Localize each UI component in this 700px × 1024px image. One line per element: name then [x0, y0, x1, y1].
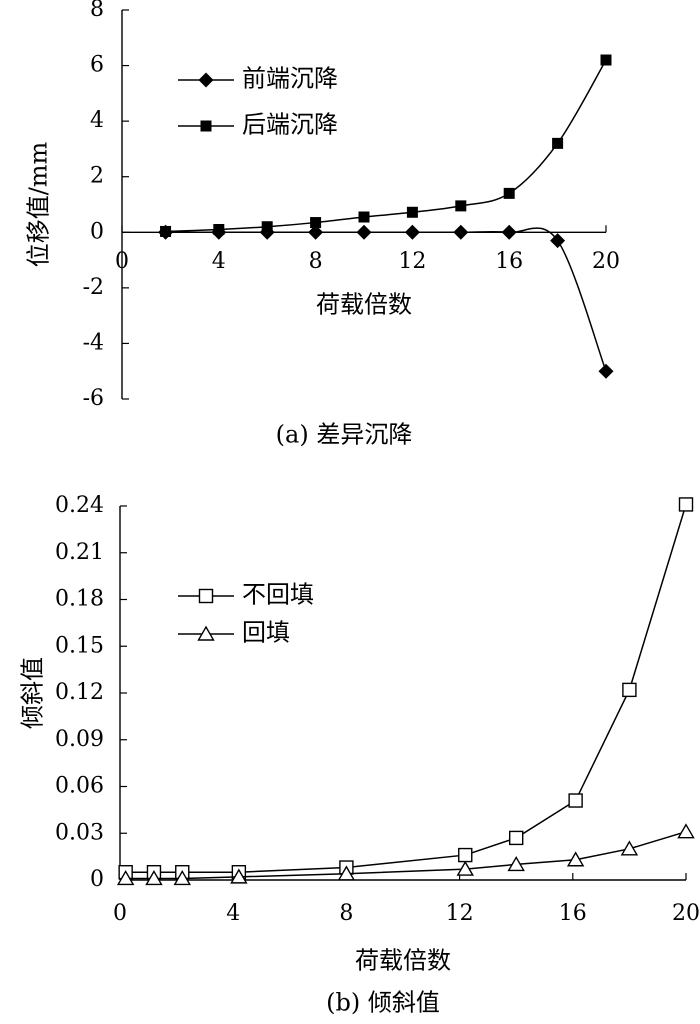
y-tick-label: 8: [90, 0, 104, 22]
chart-b-tilt-value: 0 0.03 0.06 0.09 0.12 0.15 0.18 0.21 0.24 0 4 8 12 16…: [19, 493, 700, 1017]
data-point: [566, 851, 585, 867]
legend-label: 回填: [242, 619, 290, 647]
data-point: [261, 221, 273, 233]
data-point: [455, 200, 467, 212]
chart-caption: (b) 倾斜值: [326, 989, 440, 1017]
y-tick-label: 6: [90, 53, 104, 78]
x-tick-label: 4: [226, 901, 240, 926]
x-tick-label: 20: [592, 249, 620, 274]
legend-marker: [197, 625, 215, 641]
data-point: [453, 224, 469, 240]
series-line: [165, 227, 607, 372]
y-tick-label: -6: [83, 386, 104, 411]
x-tick-label: 12: [446, 901, 474, 926]
chart-caption: (a) 差异沉降: [276, 421, 413, 449]
legend-marker: [198, 588, 214, 604]
y-tick-label: 0.06: [55, 774, 104, 799]
y-axis-label: 倾斜值: [19, 657, 47, 729]
x-tick-label: 16: [495, 249, 523, 274]
y-tick-label: -2: [83, 275, 104, 300]
data-point: [568, 793, 583, 808]
data-point: [406, 206, 418, 218]
data-point: [337, 865, 356, 881]
x-tick-label: 20: [672, 901, 700, 926]
x-tick-label: 8: [339, 901, 353, 926]
data-point: [213, 224, 225, 236]
y-tick-label: -4: [83, 330, 104, 355]
x-tick-label: 16: [559, 901, 587, 926]
legend-label: 不回填: [242, 581, 314, 609]
data-point: [358, 211, 370, 223]
chart-a-differential-settlement: -6 -4 -2 0 2 4 6 8 0 4 8 12 16 20 荷载倍数 位移值/mm (a) 差异沉降 前端…: [25, 0, 621, 449]
data-point: [620, 840, 639, 856]
series-1: [118, 497, 694, 880]
y-tick-label: 0.24: [55, 493, 104, 518]
data-point: [356, 224, 372, 240]
data-point: [622, 682, 637, 698]
data-point: [116, 870, 135, 886]
y-tick-label: 0.09: [55, 727, 104, 752]
y-tick-label: 4: [90, 108, 104, 133]
legend-marker: [200, 120, 212, 132]
y-tick-label: 0.21: [55, 540, 104, 565]
series-line: [165, 59, 607, 233]
data-point: [600, 54, 612, 66]
series-line: [125, 830, 687, 880]
x-tick-label: 0: [113, 901, 127, 926]
data-point: [509, 830, 524, 846]
y-axis-label: 位移值/mm: [25, 141, 53, 267]
data-point: [173, 870, 191, 886]
data-point: [310, 217, 322, 229]
data-point: [230, 868, 248, 884]
y-tick-label: 0: [90, 219, 104, 244]
series-line: [125, 504, 687, 873]
legend-label: 后端沉降: [242, 111, 338, 139]
x-tick-label: 4: [212, 249, 226, 274]
x-tick-label: 8: [309, 249, 323, 274]
legend-label: 前端沉降: [242, 65, 338, 93]
data-point: [458, 847, 473, 863]
data-point: [160, 225, 172, 237]
data-point: [308, 224, 324, 240]
x-axis-label: 荷载倍数: [355, 947, 451, 975]
y-tick-label: 0: [90, 867, 104, 892]
data-point: [456, 860, 474, 876]
data-point: [677, 823, 695, 839]
y-tick-label: 0.03: [55, 820, 104, 845]
data-point: [145, 870, 163, 886]
data-point: [404, 224, 420, 240]
x-tick-label: 12: [398, 249, 426, 274]
data-point: [503, 187, 515, 199]
x-tick-label: 0: [115, 249, 129, 274]
y-tick-label: 0.15: [55, 633, 104, 658]
y-tick-label: 0.12: [55, 680, 104, 705]
data-point: [550, 233, 566, 249]
y-tick-label: 2: [90, 164, 104, 189]
x-axis-label: 荷载倍数: [316, 291, 412, 319]
data-point: [598, 363, 614, 379]
data-point: [552, 137, 564, 149]
legend-marker: [198, 72, 214, 88]
series-2: [160, 54, 612, 237]
data-point: [678, 497, 694, 512]
series-2: [116, 823, 695, 886]
data-point: [501, 224, 517, 240]
data-point: [507, 856, 525, 872]
y-tick-label: 0.18: [55, 587, 104, 612]
